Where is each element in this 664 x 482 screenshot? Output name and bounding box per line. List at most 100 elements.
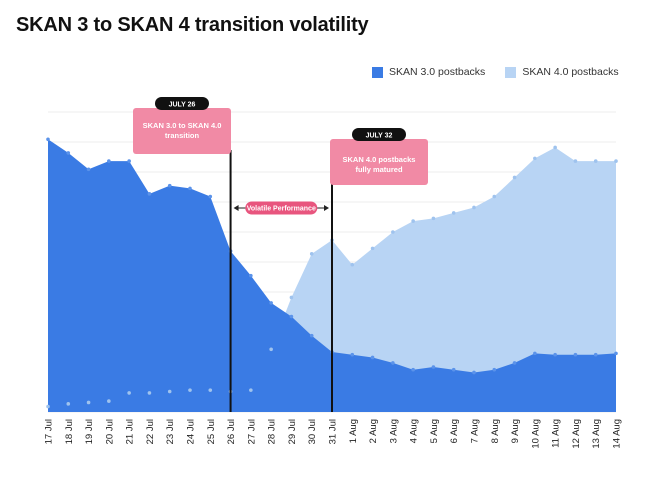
skan4-point xyxy=(512,175,517,180)
skan4-point xyxy=(147,391,152,395)
skan3-point xyxy=(46,137,50,142)
x-tick-label: 22 Jul xyxy=(145,419,156,444)
skan4-point xyxy=(86,400,91,405)
annotation-box xyxy=(330,139,428,185)
legend: SKAN 3.0 postbacks SKAN 4.0 postbacks xyxy=(372,66,639,78)
skan3-point xyxy=(350,352,355,357)
x-tick-label: 14 Aug xyxy=(612,419,623,449)
skan4-point xyxy=(391,230,395,234)
x-tick-label: 2 Aug xyxy=(368,419,379,443)
x-tick-label: 26 Jul xyxy=(226,419,237,444)
skan4-point xyxy=(188,388,192,392)
annotation-tag-text: JULY 26 xyxy=(169,102,196,109)
x-tick-label: 5 Aug xyxy=(429,419,440,443)
skan3-point xyxy=(66,151,71,155)
legend-item-skan3: SKAN 3.0 postbacks xyxy=(372,66,485,78)
skan3-point xyxy=(309,333,314,338)
skan4-point xyxy=(451,211,456,215)
skan4-point xyxy=(614,159,618,163)
x-tick-label: 24 Jul xyxy=(186,419,197,444)
volatile-arrow-head-right xyxy=(324,205,329,211)
annotation-box xyxy=(133,108,231,154)
skan3-point xyxy=(472,370,476,375)
skan4-point xyxy=(411,219,415,223)
skan4-point xyxy=(269,347,273,352)
x-tick-label: 1 Aug xyxy=(348,419,359,443)
x-tick-label: 8 Aug xyxy=(490,419,501,443)
x-tick-label: 17 Jul xyxy=(44,419,55,444)
skan3-point xyxy=(451,367,456,372)
skan3-point xyxy=(593,352,598,357)
x-tick-label: 19 Jul xyxy=(84,419,95,444)
skan4-point xyxy=(573,159,578,163)
skan4-point xyxy=(167,389,172,394)
skan3-point xyxy=(573,352,578,357)
skan3-point xyxy=(411,367,415,372)
skan4-point xyxy=(533,156,537,161)
skan4-point xyxy=(350,262,355,267)
skan4-point xyxy=(289,295,294,300)
skan3-point xyxy=(492,367,497,372)
legend-swatch-skan3 xyxy=(372,66,383,78)
skan4-point xyxy=(492,194,497,199)
x-tick-label: 29 Jul xyxy=(287,419,298,444)
x-tick-label: 13 Aug xyxy=(591,419,602,449)
skan4-point xyxy=(472,205,476,210)
skan3-point xyxy=(86,167,91,172)
x-tick-label: 28 Jul xyxy=(267,419,278,444)
volatile-pill-text: Volatile Performance xyxy=(247,206,316,213)
skan3-point xyxy=(614,351,618,356)
annotation-box-text: SKAN 3.0 to SKAN 4.0 xyxy=(143,121,222,130)
x-tick-label: 7 Aug xyxy=(470,419,481,443)
x-tick-label: 10 Aug xyxy=(530,419,541,449)
skan3-point xyxy=(249,273,253,278)
skan3-point xyxy=(208,194,213,199)
x-tick-label: 21 Jul xyxy=(125,419,136,444)
volatile-pill xyxy=(245,201,318,215)
x-tick-label: 23 Jul xyxy=(165,419,176,444)
skan3-point xyxy=(107,159,111,163)
skan4-point xyxy=(66,402,71,406)
x-tick-label: 6 Aug xyxy=(449,419,460,443)
skan3-point xyxy=(188,186,192,191)
x-tick-label: 12 Aug xyxy=(571,419,582,449)
annotation-tag xyxy=(352,128,406,141)
annotation-tag-text: JULY 32 xyxy=(366,133,393,140)
skan4-point xyxy=(553,145,557,150)
skan3-point xyxy=(167,183,172,188)
skan3-point xyxy=(269,301,273,305)
skan4-point xyxy=(208,388,213,392)
annotation-tag xyxy=(155,97,209,110)
x-tick-label: 31 Jul xyxy=(328,419,339,444)
volatile-arrow-head-left xyxy=(233,205,239,211)
legend-label-skan4: SKAN 4.0 postbacks xyxy=(522,66,619,78)
annotation-box-text: SKAN 4.0 postbacks xyxy=(343,155,416,164)
annotation-box-text: fully matured xyxy=(355,165,403,174)
skan3-point xyxy=(370,355,375,360)
skan3-point xyxy=(147,192,152,196)
skan3-point xyxy=(533,351,537,356)
x-tick-label: 20 Jul xyxy=(104,419,115,444)
skan4-point xyxy=(431,216,436,221)
legend-item-skan4: SKAN 4.0 postbacks xyxy=(505,66,619,78)
skan3-point xyxy=(431,365,436,369)
legend-swatch-skan4 xyxy=(505,66,517,78)
skan4-point xyxy=(593,159,598,163)
x-tick-label: 4 Aug xyxy=(409,419,420,443)
skan4-point xyxy=(370,246,375,251)
x-tick-label: 30 Jul xyxy=(307,419,318,444)
skan4-point xyxy=(46,404,50,409)
skan3-point xyxy=(512,361,517,365)
skan3-point xyxy=(127,159,131,163)
x-tick-label: 27 Jul xyxy=(246,419,257,444)
skan3-point xyxy=(289,314,294,319)
x-tick-label: 9 Aug xyxy=(510,419,521,443)
x-tick-label: 25 Jul xyxy=(206,419,217,444)
x-tick-label: 18 Jul xyxy=(64,419,75,444)
skan3-point xyxy=(553,352,557,357)
skan4-point xyxy=(107,399,111,403)
x-tick-label: 3 Aug xyxy=(388,419,399,443)
skan4-point xyxy=(127,391,131,395)
skan4-point xyxy=(309,252,314,256)
